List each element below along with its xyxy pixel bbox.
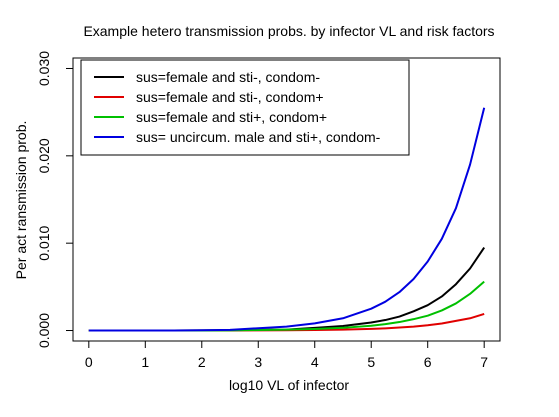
y-tick-label: 0.010 [36, 225, 52, 260]
legend-label-4: sus= uncircum. male and sti+, condom- [136, 129, 381, 145]
x-tick-label: 7 [480, 354, 488, 370]
legend-label-3: sus=female and sti+, condom+ [136, 109, 327, 125]
series-layer [88, 107, 486, 332]
y-tick-label: 0.000 [36, 313, 52, 348]
x-axis: 0 1 2 3 4 5 6 7 [85, 340, 488, 370]
x-tick-label: 0 [85, 354, 93, 370]
x-tick-label: 6 [424, 354, 432, 370]
y-tick-label: 0.020 [36, 138, 52, 173]
legend-label-1: sus=female and sti-, condom- [136, 69, 320, 85]
x-tick-label: 3 [254, 354, 262, 370]
legend-label-2: sus=female and sti-, condom+ [136, 89, 324, 105]
series-line-4 [88, 107, 486, 332]
x-tick-label: 5 [367, 354, 375, 370]
legend-box [80, 59, 410, 156]
x-tick-label: 2 [198, 354, 206, 370]
x-tick-label: 1 [141, 354, 149, 370]
chart-title: Example hetero transmission probs. by in… [83, 23, 494, 39]
y-tick-label: 0.030 [36, 51, 52, 86]
y-axis-label: Per act ransmission prob. [13, 121, 29, 280]
y-axis: 0.000 0.010 0.020 0.030 [36, 51, 74, 348]
x-tick-label: 4 [311, 354, 319, 370]
x-axis-label: log10 VL of infector [229, 377, 349, 393]
legend: sus=female and sti-, condom-sus=female a… [80, 59, 410, 156]
